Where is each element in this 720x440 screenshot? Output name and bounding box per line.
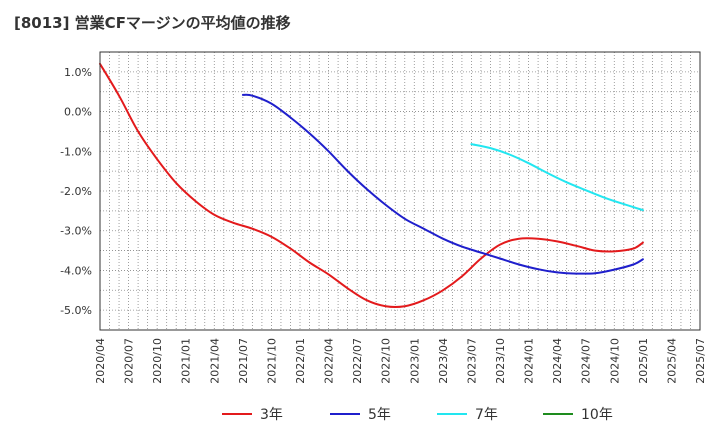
grid-lines: [99, 51, 701, 331]
legend: 3年 5年 7年 10年: [222, 407, 613, 423]
y-tick-label: 0.0%: [64, 106, 92, 119]
x-tick-label: 2024/04: [551, 338, 564, 384]
x-tick-label: 2021/10: [265, 338, 278, 384]
x-tick-label: 2024/01: [523, 338, 536, 384]
x-tick-label: 2022/01: [294, 338, 307, 384]
x-tick-label: 2023/10: [494, 338, 507, 384]
y-tick-label: -2.0%: [60, 185, 92, 198]
x-tick-label: 2020/07: [123, 338, 136, 384]
x-tick-label: 2025/07: [694, 338, 707, 384]
series-line-1: [99, 62, 644, 308]
y-tick-label: -3.0%: [60, 225, 92, 238]
x-tick-label: 2022/07: [351, 338, 364, 384]
x-tick-label: 2023/04: [437, 338, 450, 384]
series-line-2: [241, 93, 644, 275]
plot-frame: [99, 51, 701, 331]
x-tick-label: 2023/07: [465, 338, 478, 384]
x-tick-label: 2021/07: [237, 338, 250, 384]
legend-label-2: 5年: [368, 407, 391, 423]
x-tick-label: 2021/01: [180, 338, 193, 384]
y-tick-label: -4.0%: [60, 264, 92, 277]
y-tick-label: -5.0%: [60, 304, 92, 317]
x-tick-label: 2020/04: [94, 338, 107, 384]
legend-label-1: 3年: [260, 407, 283, 423]
x-tick-label: 2024/07: [580, 338, 593, 384]
chart-title: [8013] 営業CFマージンの平均値の推移: [14, 14, 291, 32]
x-tick-label: 2022/10: [380, 338, 393, 384]
series-lines: [99, 62, 644, 308]
x-tick-label: 2025/01: [637, 338, 650, 384]
series-line-3: [470, 143, 644, 212]
x-axis-labels: 2020/04 2020/07 2020/10 2021/01 2021/04 2021/…: [94, 338, 707, 384]
x-tick-label: 2023/01: [408, 338, 421, 384]
y-axis-labels: 1.0% 0.0% -1.0% -2.0% -3.0% -4.0% -5.0%: [60, 66, 92, 317]
legend-label-3: 7年: [475, 407, 498, 423]
x-tick-label: 2020/10: [151, 338, 164, 384]
y-tick-label: -1.0%: [60, 145, 92, 158]
y-tick-label: 1.0%: [64, 66, 92, 79]
x-tick-label: 2024/10: [608, 338, 621, 384]
legend-label-4: 10年: [581, 407, 613, 423]
x-tick-label: 2025/04: [665, 338, 678, 384]
x-tick-label: 2022/04: [323, 338, 336, 384]
x-tick-label: 2021/04: [208, 338, 221, 384]
